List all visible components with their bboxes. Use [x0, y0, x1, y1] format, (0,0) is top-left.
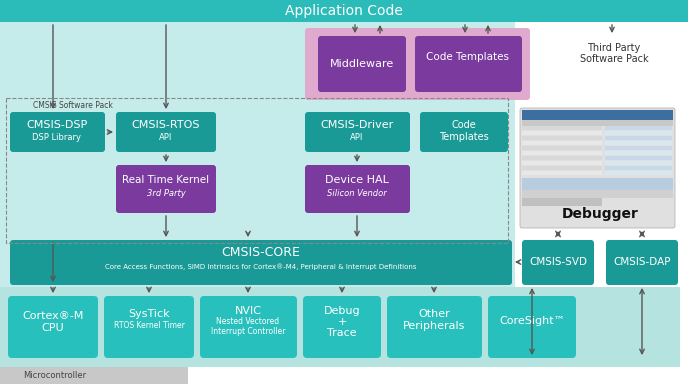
Text: CMSIS-Driver: CMSIS-Driver	[321, 120, 394, 130]
FancyBboxPatch shape	[522, 126, 602, 130]
FancyBboxPatch shape	[303, 296, 381, 358]
Text: Cortex®-M: Cortex®-M	[22, 311, 84, 321]
FancyBboxPatch shape	[605, 146, 672, 150]
FancyBboxPatch shape	[10, 112, 105, 152]
FancyBboxPatch shape	[606, 240, 678, 285]
FancyBboxPatch shape	[104, 296, 194, 358]
Text: CMSIS-CORE: CMSIS-CORE	[222, 247, 301, 260]
Text: CMSIS-DAP: CMSIS-DAP	[613, 257, 671, 267]
Text: Interrupt Controller: Interrupt Controller	[211, 328, 286, 336]
Text: Core Access Functions, SIMD Intrinsics for Cortex®-M4, Peripheral & Interrupt De: Core Access Functions, SIMD Intrinsics f…	[105, 264, 417, 270]
FancyBboxPatch shape	[522, 151, 602, 155]
Text: CMSIS Software Pack: CMSIS Software Pack	[33, 101, 113, 110]
FancyBboxPatch shape	[0, 367, 188, 384]
Text: CoreSight™: CoreSight™	[499, 316, 565, 326]
FancyBboxPatch shape	[522, 161, 602, 165]
Text: Trace: Trace	[327, 328, 357, 338]
FancyBboxPatch shape	[116, 165, 216, 213]
FancyBboxPatch shape	[305, 112, 410, 152]
Text: Code Templates: Code Templates	[427, 52, 510, 62]
FancyBboxPatch shape	[522, 240, 594, 285]
Text: Peripherals: Peripherals	[402, 321, 465, 331]
FancyBboxPatch shape	[488, 296, 576, 358]
FancyBboxPatch shape	[8, 296, 98, 358]
FancyBboxPatch shape	[522, 131, 602, 135]
FancyBboxPatch shape	[0, 287, 680, 367]
FancyBboxPatch shape	[522, 120, 673, 126]
FancyBboxPatch shape	[605, 151, 672, 155]
Text: DSP Library: DSP Library	[32, 134, 81, 142]
Text: CMSIS-RTOS: CMSIS-RTOS	[131, 120, 200, 130]
Text: API: API	[160, 134, 173, 142]
FancyBboxPatch shape	[605, 156, 672, 160]
FancyBboxPatch shape	[605, 161, 672, 165]
FancyBboxPatch shape	[387, 296, 482, 358]
Text: Device HAL: Device HAL	[325, 175, 389, 185]
FancyBboxPatch shape	[605, 171, 672, 175]
Text: SysTick: SysTick	[128, 309, 170, 319]
Text: Microcontroller: Microcontroller	[23, 371, 87, 381]
FancyBboxPatch shape	[605, 131, 672, 135]
FancyBboxPatch shape	[605, 166, 672, 170]
Text: Debug: Debug	[323, 306, 361, 316]
Text: Other: Other	[418, 309, 450, 319]
Text: Software Pack: Software Pack	[580, 54, 648, 64]
Text: Code: Code	[451, 120, 476, 130]
FancyBboxPatch shape	[605, 126, 672, 130]
Text: 3rd Party: 3rd Party	[147, 189, 185, 197]
FancyBboxPatch shape	[0, 22, 515, 287]
FancyBboxPatch shape	[0, 0, 688, 22]
Text: API: API	[350, 134, 364, 142]
Text: Silicon Vendor: Silicon Vendor	[327, 189, 387, 197]
FancyBboxPatch shape	[522, 141, 602, 145]
FancyBboxPatch shape	[522, 178, 673, 190]
Text: Middleware: Middleware	[330, 59, 394, 69]
FancyBboxPatch shape	[605, 136, 672, 140]
FancyBboxPatch shape	[522, 190, 673, 198]
Text: Application Code: Application Code	[285, 4, 403, 18]
FancyBboxPatch shape	[305, 165, 410, 213]
FancyBboxPatch shape	[522, 166, 602, 170]
Text: NVIC: NVIC	[235, 306, 261, 316]
FancyBboxPatch shape	[522, 136, 602, 140]
FancyBboxPatch shape	[10, 240, 512, 285]
Text: Nested Vectored: Nested Vectored	[217, 318, 279, 326]
Text: CMSIS-SVD: CMSIS-SVD	[529, 257, 587, 267]
Text: Debugger: Debugger	[561, 207, 638, 221]
Text: Third Party: Third Party	[588, 43, 641, 53]
FancyBboxPatch shape	[522, 198, 602, 206]
FancyBboxPatch shape	[522, 171, 602, 175]
FancyBboxPatch shape	[116, 112, 216, 152]
FancyBboxPatch shape	[522, 156, 602, 160]
FancyBboxPatch shape	[318, 36, 406, 92]
FancyBboxPatch shape	[415, 36, 522, 92]
FancyBboxPatch shape	[420, 112, 508, 152]
FancyBboxPatch shape	[522, 110, 673, 120]
FancyBboxPatch shape	[520, 108, 675, 228]
FancyBboxPatch shape	[200, 296, 297, 358]
FancyBboxPatch shape	[522, 146, 602, 150]
Text: CPU: CPU	[42, 323, 64, 333]
Text: Templates: Templates	[439, 132, 489, 142]
Text: +: +	[337, 317, 347, 327]
Text: RTOS Kernel Timer: RTOS Kernel Timer	[114, 321, 184, 329]
FancyBboxPatch shape	[605, 141, 672, 145]
FancyBboxPatch shape	[305, 28, 530, 100]
Text: Real Time Kernel: Real Time Kernel	[122, 175, 210, 185]
Text: CMSIS-DSP: CMSIS-DSP	[26, 120, 87, 130]
